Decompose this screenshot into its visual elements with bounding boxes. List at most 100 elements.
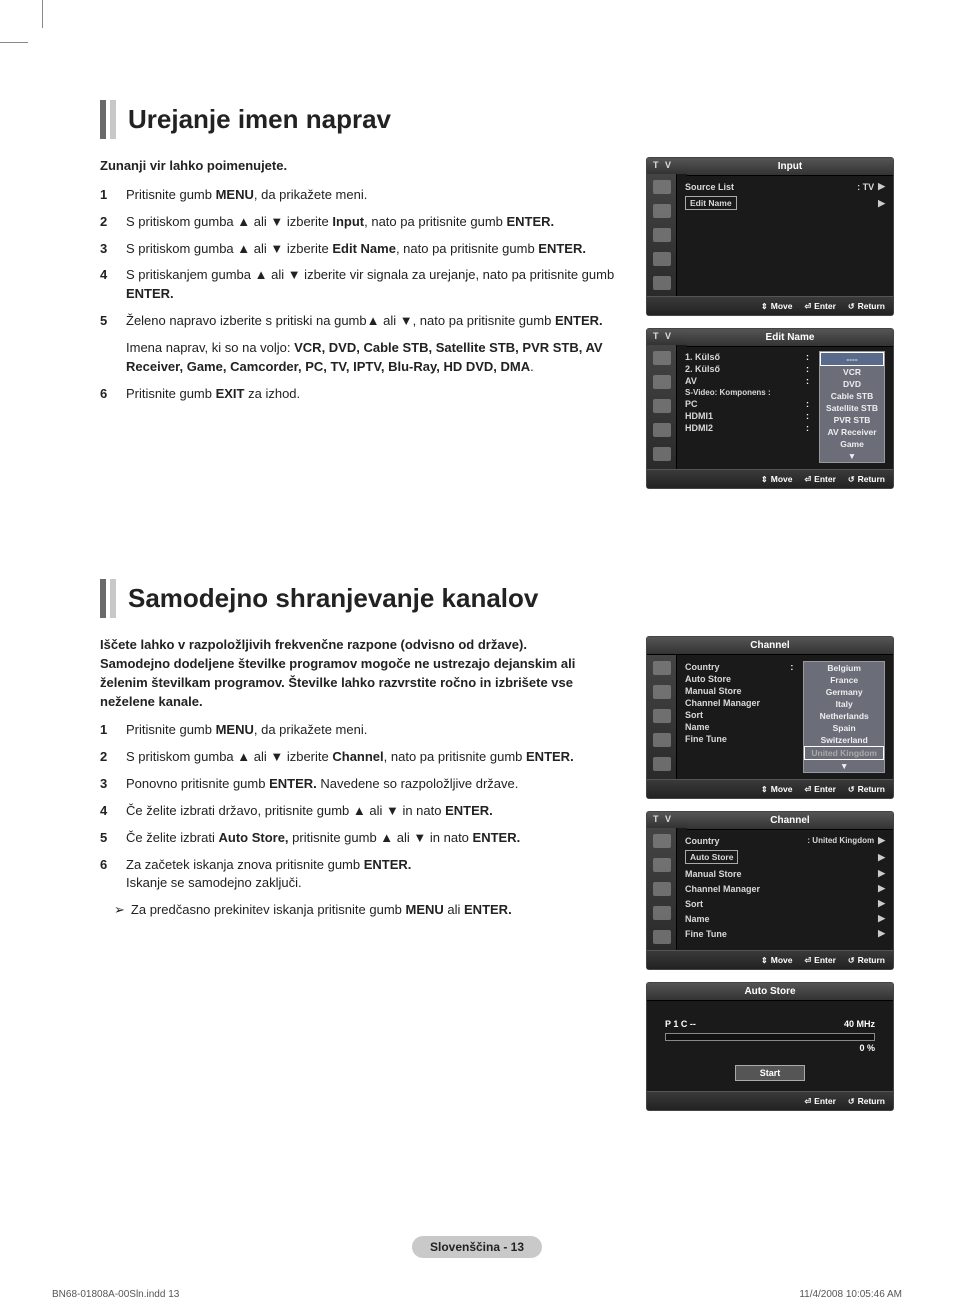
devices-list-note: Imena naprav, ki so na voljo: VCR, DVD, …	[126, 339, 618, 377]
tv-title: Channel	[687, 812, 893, 830]
heading-bars	[100, 100, 116, 139]
tv-row: HDMI1:	[685, 410, 809, 422]
step-body: Pritisnite gumb MENU, da prikažete meni.	[126, 721, 618, 740]
tv-panel: Source List : TV▶ Edit Name ▶	[677, 174, 893, 296]
tv-screen-channel: T V Channel Country: United Kingdom▶ Aut…	[646, 811, 894, 970]
step-body: S pritiskanjem gumba ▲ ali ▼ izberite vi…	[126, 266, 618, 304]
tv-footer: Move Enter Return	[647, 950, 893, 969]
heading-bars	[100, 579, 116, 618]
progress-bar	[665, 1033, 875, 1041]
step-body: Pritisnite gumb MENU, da prikažete meni.	[126, 186, 618, 205]
page: Urejanje imen naprav Zunanji vir lahko p…	[0, 0, 954, 1314]
autostore-channel: P 1 C --	[665, 1019, 696, 1029]
step-num: 2	[100, 748, 126, 767]
autostore-freq: 40 MHz	[844, 1019, 875, 1029]
section-2-screens: Channel Country: Auto Store Manual Store…	[646, 636, 894, 1111]
step-num: 6	[100, 856, 126, 894]
section-1-title: Urejanje imen naprav	[128, 100, 391, 139]
step-num: 3	[100, 240, 126, 259]
footer-move: Move	[761, 955, 792, 965]
step-num: 6	[100, 385, 126, 404]
note-icon	[114, 901, 125, 920]
tv-row: Fine Tune	[685, 733, 793, 745]
footer-return: Return	[848, 955, 885, 965]
tv-row: Country: United Kingdom▶	[685, 834, 885, 847]
tv-title: Channel	[647, 637, 893, 655]
tv-title: Edit Name	[687, 329, 893, 347]
autostore-body: P 1 C -- 40 MHz 0 % Start	[647, 1001, 893, 1091]
tv-row: Manual Store	[685, 685, 793, 697]
tv-screen-channel-countries: Channel Country: Auto Store Manual Store…	[646, 636, 894, 799]
tv-row: Edit Name ▶	[685, 195, 885, 211]
section-2-steps: 1Pritisnite gumb MENU, da prikažete meni…	[100, 721, 618, 893]
tv-side-icons	[647, 345, 677, 469]
step-body: Pritisnite gumb EXIT za izhod.	[126, 385, 618, 404]
tv-row: PC:	[685, 398, 809, 410]
tv-footer: Move Enter Return	[647, 296, 893, 315]
tv-row: S-Video: Komponens :	[685, 387, 809, 398]
step-body: Ponovno pritisnite gumb ENTER. Navedene …	[126, 775, 618, 794]
doc-footer-timestamp: 11/4/2008 10:05:46 AM	[799, 1289, 902, 1300]
step-body: Če želite izbrati državo, pritisnite gum…	[126, 802, 618, 821]
tv-screen-autostore: Auto Store P 1 C -- 40 MHz 0 % Start Ent…	[646, 982, 894, 1111]
step-body: S pritiskom gumba ▲ ali ▼ izberite Chann…	[126, 748, 618, 767]
footer-enter: Enter	[804, 301, 835, 311]
footer-move: Move	[761, 474, 792, 484]
section-1-steps: 1Pritisnite gumb MENU, da prikažete meni…	[100, 186, 618, 331]
step-num: 1	[100, 186, 126, 205]
tv-panel: Country: Auto Store Manual Store Channel…	[677, 655, 893, 779]
step-num: 3	[100, 775, 126, 794]
step-body: Za začetek iskanja znova pritisnite gumb…	[126, 856, 618, 894]
tv-footer: Move Enter Return	[647, 469, 893, 488]
tv-corner-label: T V	[653, 331, 673, 341]
tv-screen-editname: T V Edit Name 1. Külső: 2. Külső: AV: S-…	[646, 328, 894, 489]
footer-enter: Enter	[804, 784, 835, 794]
section-2-heading: Samodejno shranjevanje kanalov	[100, 579, 894, 618]
tv-row: 2. Külső:	[685, 363, 809, 375]
tv-side-icons	[647, 174, 677, 296]
tv-row: AV:	[685, 375, 809, 387]
footer-return: Return	[848, 784, 885, 794]
footer-return: Return	[848, 1096, 885, 1106]
options-list: ---- VCR DVD Cable STB Satellite STB PVR…	[819, 351, 885, 463]
section-2-content: Iščete lahko v razpoložljivih frekvenčne…	[100, 636, 894, 1111]
tv-row: Auto Store▶	[685, 849, 885, 865]
document-footer: BN68-01808A-00Sln.indd 13 11/4/2008 10:0…	[52, 1289, 902, 1300]
tv-row: Fine Tune▶	[685, 927, 885, 940]
tv-row: Auto Store	[685, 673, 793, 685]
tv-row: Manual Store▶	[685, 867, 885, 880]
section-1-screens: T V Input Source List : TV▶ Edit Name	[646, 157, 894, 489]
footer-enter: Enter	[804, 474, 835, 484]
start-button[interactable]: Start	[735, 1065, 805, 1081]
step-num: 4	[100, 802, 126, 821]
footer-enter: Enter	[804, 955, 835, 965]
footer-move: Move	[761, 784, 792, 794]
section-1-heading: Urejanje imen naprav	[100, 100, 894, 139]
step-num: 4	[100, 266, 126, 304]
tv-row: 1. Külső:	[685, 351, 809, 363]
tv-footer: Enter Return	[647, 1091, 893, 1110]
step-num: 1	[100, 721, 126, 740]
footer-move: Move	[761, 301, 792, 311]
step-body: Če želite izbrati Auto Store, pritisnite…	[126, 829, 618, 848]
note-text: Za predčasno prekinitev iskanja pritisni…	[131, 901, 512, 920]
tv-panel: 1. Külső: 2. Külső: AV: S-Video: Kompone…	[677, 345, 893, 469]
tv-corner-label: T V	[653, 160, 673, 170]
section-1-intro: Zunanji vir lahko poimenujete.	[100, 157, 618, 176]
tv-row: HDMI2:	[685, 422, 809, 434]
country-list: Belgium France Germany Italy Netherlands…	[803, 661, 885, 773]
section-1-steps-cont: 6Pritisnite gumb EXIT za izhod.	[100, 385, 618, 404]
section-2-intro: Iščete lahko v razpoložljivih frekvenčne…	[100, 636, 618, 711]
tv-corner-label: T V	[653, 814, 673, 824]
footer-return: Return	[848, 474, 885, 484]
step-body: S pritiskom gumba ▲ ali ▼ izberite Edit …	[126, 240, 618, 259]
section-2-text: Iščete lahko v razpoložljivih frekvenčne…	[100, 636, 618, 928]
step-body: Želeno napravo izberite s pritiski na gu…	[126, 312, 618, 331]
tv-row: Country:	[685, 661, 793, 673]
tv-row: Name▶	[685, 912, 885, 925]
tv-footer: Move Enter Return	[647, 779, 893, 798]
tv-title: Input	[687, 158, 893, 176]
step-num: 2	[100, 213, 126, 232]
tv-row: Sort▶	[685, 897, 885, 910]
tv-row: Name	[685, 721, 793, 733]
